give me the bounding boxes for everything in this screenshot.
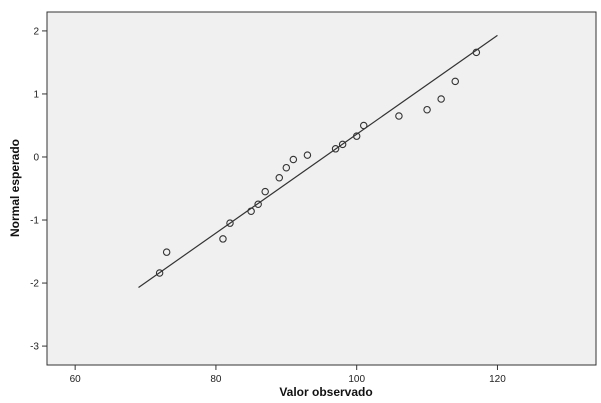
data-point — [254, 200, 262, 209]
data-points — [155, 48, 481, 277]
y-tick-label: -3 — [30, 342, 39, 353]
y-tick-label: -1 — [30, 216, 39, 227]
y-tick-label: 2 — [33, 26, 39, 37]
data-point — [338, 140, 347, 149]
y-tick-label: -2 — [30, 279, 39, 290]
x-axis: 60 80 100 120 — [70, 365, 506, 385]
data-point — [352, 132, 361, 140]
data-point — [155, 269, 164, 277]
data-point — [331, 145, 340, 153]
y-axis: 2 1 0 -1 -2 -3 — [30, 26, 47, 353]
data-point — [219, 235, 227, 243]
x-tick-label: 100 — [348, 374, 365, 385]
data-point — [472, 48, 481, 57]
data-point — [359, 121, 368, 130]
data-point — [261, 187, 269, 196]
y-tick-label: 1 — [33, 89, 39, 100]
x-tick-label: 60 — [70, 374, 82, 385]
y-axis-title: Normal esperado — [8, 139, 22, 237]
data-point — [282, 163, 291, 172]
x-tick-label: 120 — [489, 374, 506, 385]
reference-line — [138, 34, 498, 288]
data-point — [289, 155, 298, 164]
x-axis-title: Valor observado — [279, 385, 372, 399]
data-point — [247, 207, 255, 215]
plot-area — [46, 11, 597, 366]
y-tick-label: 0 — [33, 152, 39, 163]
data-point — [451, 77, 459, 86]
data-point — [395, 112, 403, 120]
x-tick-label: 80 — [210, 374, 222, 385]
data-point — [275, 174, 284, 182]
data-point — [162, 248, 171, 256]
data-point — [226, 219, 234, 227]
data-point — [423, 105, 431, 114]
data-point — [303, 151, 312, 159]
data-point — [437, 95, 445, 103]
